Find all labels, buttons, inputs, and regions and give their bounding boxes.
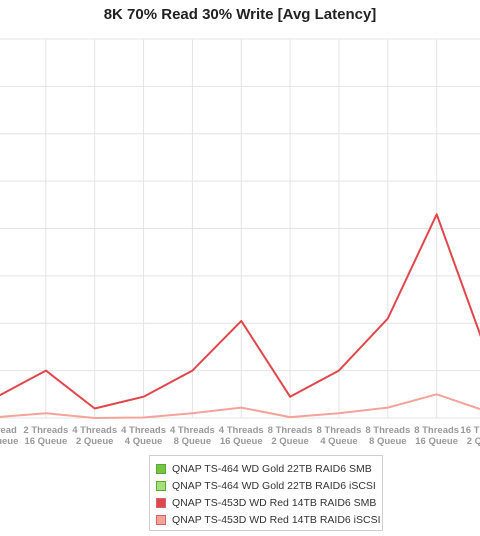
x-tick-label: 4 Threads 16 Queue (219, 425, 264, 447)
series-line (0, 393, 480, 419)
legend-item[interactable]: QNAP TS-453D WD Red 14TB RAID6 iSCSI (156, 511, 382, 528)
legend-label: QNAP TS-453D WD Red 14TB RAID6 iSCSI (172, 513, 381, 526)
chart-legend: QNAP TS-464 WD Gold 22TB RAID6 SMB QNAP T… (149, 455, 383, 531)
x-tick-label: 2 Threads 16 Queue (23, 425, 68, 447)
legend-item[interactable]: QNAP TS-464 WD Gold 22TB RAID6 iSCSI (156, 477, 382, 494)
x-tick-label: 8 Threads 8 Queue (365, 425, 410, 447)
legend-label: QNAP TS-453D WD Red 14TB RAID6 SMB (172, 496, 377, 509)
series-line (0, 213, 480, 410)
legend-swatch (156, 480, 166, 491)
x-tick-label: 4 Threads 4 Queue (121, 425, 166, 447)
x-tick-label: 8 Threads 16 Queue (414, 425, 459, 447)
legend-label: QNAP TS-464 WD Gold 22TB RAID6 iSCSI (172, 479, 376, 492)
legend-item[interactable]: QNAP TS-464 WD Gold 22TB RAID6 SMB (156, 460, 382, 477)
x-tick-label: 8 Threads 2 Queue (268, 425, 313, 447)
legend-swatch (156, 463, 166, 474)
legend-swatch (156, 514, 166, 525)
x-tick-label: 8 Threads 4 Queue (317, 425, 362, 447)
chart-title: 8K 70% Read 30% Write [Avg Latency] (103, 6, 377, 23)
x-tick-label: 4 Threads 8 Queue (170, 425, 215, 447)
chart-grid (0, 38, 480, 419)
legend-item[interactable]: QNAP TS-453D WD Red 14TB RAID6 SMB (156, 494, 382, 511)
legend-label: QNAP TS-464 WD Gold 22TB RAID6 SMB (172, 462, 372, 475)
series-lines (0, 213, 480, 419)
x-tick-label: 1 Thread16 Queue (0, 425, 18, 447)
x-tick-label: 4 Threads 2 Queue (72, 425, 117, 447)
legend-swatch (156, 497, 166, 508)
